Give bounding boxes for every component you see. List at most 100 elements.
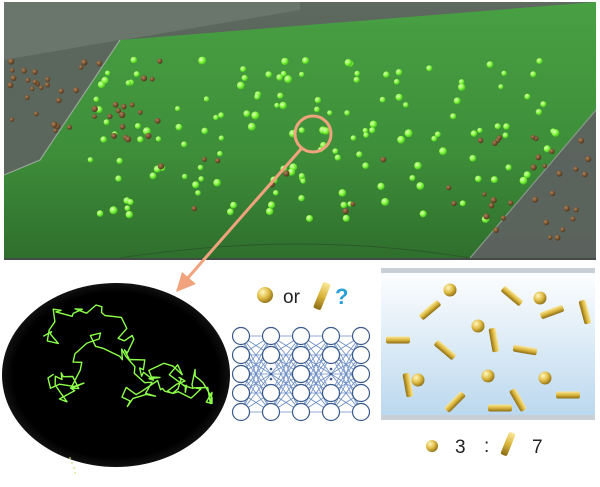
network-node — [321, 326, 341, 346]
fluorescent-particle — [334, 154, 341, 161]
fluorescent-particle — [241, 74, 248, 82]
non-fluorescent-particle — [9, 117, 15, 122]
fluorescent-particle — [540, 101, 547, 108]
fluorescent-particle — [101, 76, 109, 84]
fluorescent-particle — [486, 61, 494, 68]
non-fluorescent-particle — [32, 69, 38, 75]
non-fluorescent-particle — [81, 59, 88, 66]
fluorescent-particle — [298, 127, 305, 134]
fluorescent-particle — [350, 135, 357, 141]
fluorescent-particle — [519, 176, 528, 185]
non-fluorescent-particle — [202, 157, 207, 162]
rod-icon — [313, 282, 331, 310]
fluorescent-particle — [298, 195, 305, 202]
question-mark: ? — [335, 284, 348, 309]
mixture-rod — [402, 372, 414, 398]
mixture-rod — [556, 391, 580, 399]
fluorescent-particle — [404, 129, 413, 138]
fluorescent-particle — [105, 70, 111, 76]
non-fluorescent-particle — [570, 216, 576, 222]
non-fluorescent-particle — [129, 102, 135, 108]
ratio-sphere-count: 3 — [455, 437, 466, 458]
non-fluorescent-particle — [115, 108, 121, 114]
non-fluorescent-particle — [121, 103, 127, 110]
non-fluorescent-particle — [490, 197, 497, 204]
network-node — [351, 383, 371, 403]
fluorescent-particle — [530, 71, 537, 78]
fluorescent-particle — [100, 136, 107, 143]
fluorescent-particle — [403, 102, 409, 108]
magnifier-circle — [293, 114, 333, 154]
non-fluorescent-particle — [554, 234, 561, 241]
non-fluorescent-particle — [51, 121, 58, 128]
fluorescent-particle — [93, 96, 100, 103]
network-node — [231, 364, 251, 384]
fluorescent-particle — [395, 93, 403, 101]
fluorescent-particle — [551, 129, 560, 137]
fluorescent-particle — [332, 148, 339, 155]
arrow-line — [184, 148, 303, 281]
network-node — [231, 402, 251, 422]
fluorescent-particle — [266, 207, 274, 216]
fluorescent-particle — [115, 175, 122, 182]
non-fluorescent-particle — [573, 166, 579, 172]
fluorescent-particle — [381, 198, 389, 206]
fluorescent-particle — [227, 208, 234, 216]
mixture-rod — [488, 404, 512, 412]
network-edge — [330, 354, 362, 413]
non-fluorescent-particle — [560, 227, 566, 233]
mixture-sphere — [471, 319, 485, 333]
non-fluorescent-particle — [547, 235, 553, 240]
fluorescent-particle — [127, 199, 134, 206]
fluorescent-particle — [300, 178, 306, 184]
network-node — [261, 326, 281, 346]
network-node — [291, 402, 311, 422]
fluorescent-particle — [469, 154, 477, 162]
fluorescent-particle — [395, 69, 403, 76]
fluorescent-particle — [426, 65, 433, 72]
fluorescent-particle — [450, 113, 457, 120]
non-fluorescent-particle — [96, 60, 103, 67]
fluorescent-particle — [133, 71, 140, 78]
fluorescent-particle — [356, 151, 363, 158]
non-fluorescent-particle — [137, 110, 143, 115]
fluorescent-particle — [342, 214, 350, 222]
fluorescent-particle — [182, 173, 188, 180]
fluorescent-particle — [498, 84, 504, 90]
network-node — [291, 364, 311, 384]
fluorescent-particle — [314, 96, 322, 104]
non-fluorescent-particle — [530, 135, 536, 140]
fluorescent-particle — [277, 92, 284, 99]
fluorescent-particle — [453, 97, 461, 105]
fluorescent-particle — [503, 123, 510, 130]
non-fluorescent-particle — [549, 190, 556, 197]
network-node — [321, 402, 341, 422]
network-node — [261, 345, 281, 365]
mixture-rod — [512, 344, 538, 356]
fluorescent-particle — [477, 127, 483, 134]
network-node — [291, 326, 311, 346]
fluorescent-particle — [217, 150, 223, 157]
network-edge — [240, 354, 272, 413]
non-fluorescent-particle — [21, 67, 27, 74]
non-fluorescent-particle — [350, 201, 356, 207]
non-fluorescent-particle — [451, 200, 457, 207]
non-fluorescent-particle — [56, 97, 62, 104]
non-fluorescent-particle — [107, 113, 113, 119]
ratio-legend: 3 : 7 — [426, 432, 543, 458]
fluorescent-particle — [470, 130, 478, 137]
mixture-rod — [386, 336, 410, 344]
fluorescent-particle — [340, 201, 348, 209]
non-fluorescent-particle — [73, 87, 80, 94]
non-fluorescent-particle — [44, 82, 51, 88]
fluorescent-particle — [362, 127, 368, 134]
fluorescent-particle — [236, 81, 245, 90]
non-fluorescent-particle — [32, 79, 38, 85]
non-fluorescent-particles — [7, 58, 592, 241]
fluorescent-particle — [377, 182, 385, 190]
non-fluorescent-particle — [488, 202, 495, 209]
network-ellipsis-dot — [329, 367, 333, 371]
non-fluorescent-particle — [578, 137, 585, 144]
fluorescent-particle — [314, 106, 320, 113]
fluorescent-particle — [535, 108, 543, 116]
